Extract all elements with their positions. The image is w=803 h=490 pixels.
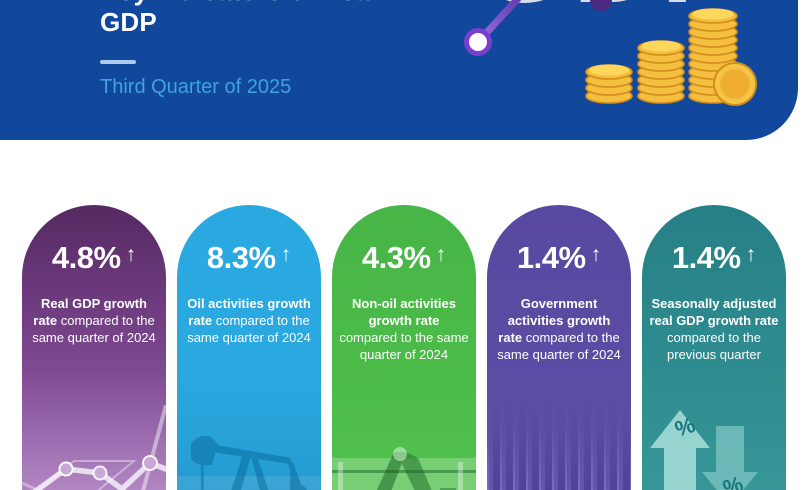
line-chart-icon [22,405,166,490]
indicator-card-real-gdp: 4.8% ↑ Real GDP growth rate compared to … [22,205,166,490]
indicator-description: Seasonally adjusted real GDP growth rate… [649,296,779,363]
indicator-value: 4.3% [361,240,431,275]
column-flutes-icon [487,398,631,490]
indicator-cards-row: 4.8% ↑ Real GDP growth rate compared to … [22,205,786,490]
coin-stacks-icon [585,8,757,106]
page-title-line1: Key Indicators of Real [100,0,377,6]
trend-line-icon [464,0,612,56]
indicator-description: Oil activities growth rate compared to t… [187,296,311,346]
up-arrow-icon: ↑ [280,243,292,266]
title-divider [100,60,136,64]
up-down-percent-arrows-icon: % % [650,410,758,490]
indicator-value: 4.8% [51,240,121,275]
up-arrow-icon: ↑ [435,243,447,266]
indicator-value: 1.4% [516,240,586,275]
indicator-card-oil-activities: 8.3% ↑ Oil activities growth rate compar… [177,205,321,490]
up-arrow-icon: ↑ [125,243,137,266]
subtitle: Third Quarter of 2025 [100,76,292,98]
gdp-watermark-text: GDP [478,0,743,21]
indicator-description: Government activities growth rate compar… [497,296,621,363]
indicator-value: 1.4% [671,240,741,275]
indicator-card-non-oil-activities: 4.3% ↑ Non-oil activities growth rate co… [332,205,476,490]
oil-pumpjack-icon [177,435,321,490]
indicator-value: 8.3% [206,240,276,275]
page-title-line2: GDP [100,7,157,37]
svg-text:%: % [672,412,698,442]
factory-robots-icon [332,447,476,490]
header-banner: GDP [0,0,798,140]
indicator-description: Non-oil activities growth rate compared … [339,296,469,363]
up-arrow-icon: ↑ [590,243,602,266]
svg-text:%: % [720,471,746,490]
up-arrow-icon: ↑ [745,243,757,266]
indicator-description: Real GDP growth rate compared to the sam… [32,296,156,346]
indicator-card-government-activities: 1.4% ↑ Government activities growth rate… [487,205,631,490]
indicator-card-seasonally-adjusted: 1.4% ↑ Seasonally adjusted real GDP grow… [642,205,786,490]
